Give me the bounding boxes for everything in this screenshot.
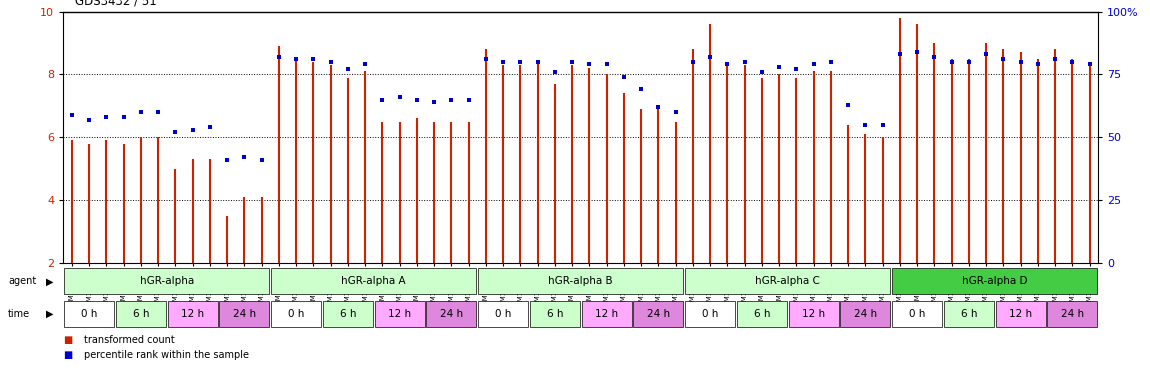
Bar bbox=[1048, 301, 1097, 327]
Bar bbox=[944, 301, 994, 327]
Bar bbox=[634, 301, 683, 327]
Bar bbox=[64, 268, 269, 294]
Text: 6 h: 6 h bbox=[960, 309, 978, 319]
Bar bbox=[220, 301, 269, 327]
Text: hGR-alpha A: hGR-alpha A bbox=[342, 276, 406, 286]
Text: 12 h: 12 h bbox=[802, 309, 826, 319]
Text: 12 h: 12 h bbox=[1009, 309, 1033, 319]
Bar bbox=[116, 301, 166, 327]
Bar bbox=[789, 301, 838, 327]
Bar bbox=[323, 301, 373, 327]
Text: hGR-alpha B: hGR-alpha B bbox=[549, 276, 613, 286]
Text: 24 h: 24 h bbox=[646, 309, 670, 319]
Bar bbox=[685, 301, 735, 327]
Bar bbox=[271, 268, 476, 294]
Bar bbox=[685, 268, 890, 294]
Bar bbox=[168, 301, 217, 327]
Text: 24 h: 24 h bbox=[439, 309, 463, 319]
Text: 24 h: 24 h bbox=[1060, 309, 1084, 319]
Bar bbox=[271, 301, 321, 327]
Text: ▶: ▶ bbox=[46, 309, 54, 319]
Bar bbox=[478, 268, 683, 294]
Bar bbox=[582, 301, 631, 327]
Text: 6 h: 6 h bbox=[132, 309, 150, 319]
Bar bbox=[892, 301, 942, 327]
Text: agent: agent bbox=[8, 276, 37, 286]
Text: 0 h: 0 h bbox=[288, 309, 305, 319]
Text: 6 h: 6 h bbox=[339, 309, 356, 319]
Text: hGR-alpha: hGR-alpha bbox=[139, 276, 194, 286]
Bar bbox=[737, 301, 787, 327]
Text: 0 h: 0 h bbox=[81, 309, 98, 319]
Text: 0 h: 0 h bbox=[908, 309, 926, 319]
Text: ■: ■ bbox=[63, 350, 72, 360]
Text: 0 h: 0 h bbox=[702, 309, 719, 319]
Text: transformed count: transformed count bbox=[84, 335, 175, 345]
Text: ▶: ▶ bbox=[46, 276, 54, 286]
Text: ■: ■ bbox=[63, 335, 72, 345]
Bar bbox=[841, 301, 890, 327]
Text: 12 h: 12 h bbox=[388, 309, 412, 319]
Bar bbox=[530, 301, 580, 327]
Text: hGR-alpha C: hGR-alpha C bbox=[756, 276, 820, 286]
Text: 12 h: 12 h bbox=[181, 309, 205, 319]
Text: 24 h: 24 h bbox=[232, 309, 256, 319]
Bar bbox=[892, 268, 1097, 294]
Text: 0 h: 0 h bbox=[494, 309, 512, 319]
Bar bbox=[996, 301, 1045, 327]
Bar bbox=[427, 301, 476, 327]
Text: 6 h: 6 h bbox=[753, 309, 770, 319]
Text: percentile rank within the sample: percentile rank within the sample bbox=[84, 350, 248, 360]
Text: time: time bbox=[8, 309, 30, 319]
Text: 6 h: 6 h bbox=[546, 309, 564, 319]
Text: hGR-alpha D: hGR-alpha D bbox=[963, 276, 1027, 286]
Text: 12 h: 12 h bbox=[595, 309, 619, 319]
Text: 24 h: 24 h bbox=[853, 309, 877, 319]
Bar bbox=[375, 301, 424, 327]
Bar bbox=[64, 301, 114, 327]
Bar bbox=[478, 301, 528, 327]
Text: GDS3432 / 51: GDS3432 / 51 bbox=[75, 0, 156, 8]
